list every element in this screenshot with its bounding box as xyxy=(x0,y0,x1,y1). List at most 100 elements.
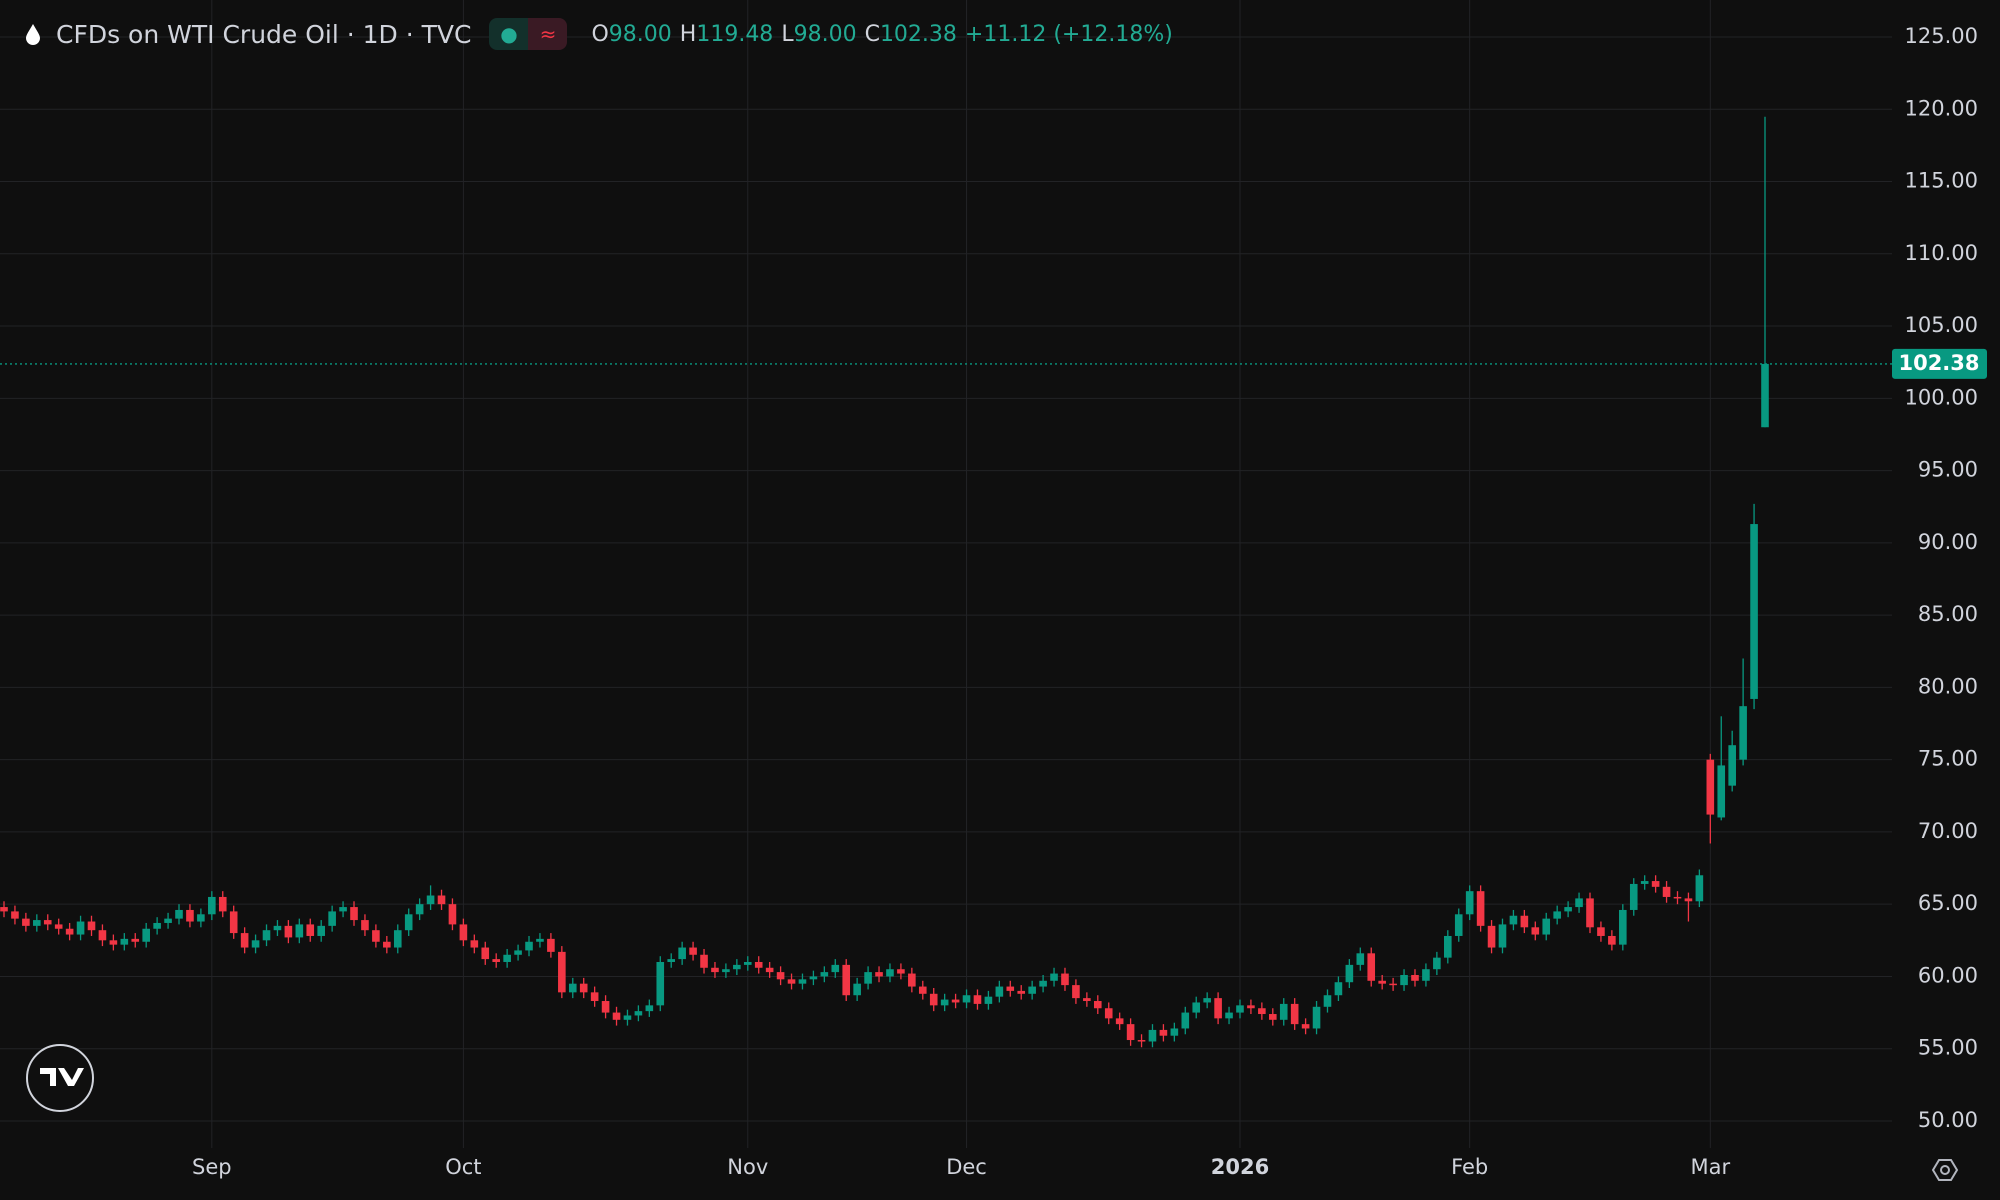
ohlc-value: 102.38 xyxy=(879,21,957,47)
candle-body xyxy=(1662,886,1671,897)
candle-body xyxy=(1629,883,1638,910)
candle-body xyxy=(492,959,501,962)
x-tick-label: Sep xyxy=(192,1155,232,1179)
candle-body xyxy=(612,1012,621,1020)
candle-body xyxy=(1061,973,1069,986)
candle-body xyxy=(568,983,577,993)
candle-body xyxy=(1356,953,1365,965)
candle-body xyxy=(864,972,872,984)
candle-body xyxy=(1115,1018,1124,1025)
candle-body xyxy=(1192,1002,1201,1013)
candle-body xyxy=(328,911,336,926)
candle-body xyxy=(853,983,861,996)
candle-body xyxy=(656,961,665,1006)
candle-body xyxy=(1159,1029,1168,1036)
tradingview-logo[interactable] xyxy=(26,1044,94,1112)
candle-body xyxy=(1334,982,1343,996)
candle-body xyxy=(1498,924,1507,948)
candle-body xyxy=(1400,974,1408,986)
candle-body xyxy=(1367,953,1376,981)
candle-body xyxy=(43,920,52,925)
y-tick-label: 60.00 xyxy=(1918,963,1978,987)
candle-body xyxy=(1093,1001,1102,1009)
candle-body xyxy=(186,909,194,922)
candle-body xyxy=(842,964,851,996)
candle-body xyxy=(929,993,938,1006)
candle-body xyxy=(251,940,260,948)
last-price-label: 102.38 xyxy=(1898,351,1979,375)
candle-body xyxy=(536,938,544,942)
ohlc-label: H xyxy=(679,21,697,47)
candle-body xyxy=(153,922,161,929)
candle-body xyxy=(831,964,840,973)
candle-body xyxy=(404,914,413,931)
candle-body xyxy=(131,938,140,942)
candle-body xyxy=(1750,524,1758,699)
y-tick-label: 115.00 xyxy=(1905,169,1978,193)
candle-body xyxy=(109,940,118,945)
candle-body xyxy=(1717,765,1726,818)
candle-body xyxy=(667,959,676,962)
candle-body xyxy=(175,909,183,919)
candle-body xyxy=(547,938,555,952)
candle-body xyxy=(1301,1024,1310,1029)
candle-body xyxy=(918,986,927,994)
candle-body xyxy=(481,947,490,960)
candle-body xyxy=(765,967,774,973)
candle-body xyxy=(240,933,249,948)
candle-body xyxy=(1247,1005,1255,1009)
candle-body xyxy=(98,930,107,941)
candle-body xyxy=(1739,706,1747,760)
candle-body xyxy=(733,964,741,970)
legend-header: CFDs on WTI Crude Oil · 1D · TVC ● ≈ O98.… xyxy=(24,16,1173,52)
ohlc-value: 98.00 xyxy=(608,21,672,47)
y-tick-label: 95.00 xyxy=(1918,458,1978,482)
candle-body xyxy=(558,951,566,993)
candle-body xyxy=(754,961,763,968)
candle-body xyxy=(875,972,883,977)
candle-body xyxy=(1575,898,1583,908)
candle-body xyxy=(1465,891,1474,915)
candle-body xyxy=(1706,759,1715,815)
candle-body xyxy=(317,925,325,936)
candle-body xyxy=(623,1015,632,1020)
candle-body xyxy=(1236,1005,1244,1013)
candle-body xyxy=(1203,998,1211,1003)
candle-body xyxy=(1017,990,1026,994)
candle-body xyxy=(33,920,41,926)
y-tick-label: 120.00 xyxy=(1905,96,1978,120)
candle-body xyxy=(437,895,446,905)
candle-body xyxy=(1028,986,1036,994)
settings-icon[interactable] xyxy=(1931,1159,1959,1181)
y-tick-label: 50.00 xyxy=(1918,1108,1978,1132)
candle-body xyxy=(1072,985,1080,999)
candle-body xyxy=(1214,998,1222,1019)
candle-body xyxy=(1137,1040,1146,1042)
ohlc-low: L98.00 xyxy=(781,22,856,47)
candle-body xyxy=(1411,974,1419,981)
candle-body xyxy=(525,941,533,951)
x-tick-label: Oct xyxy=(445,1155,481,1179)
candle-body xyxy=(973,995,982,1004)
candle-body xyxy=(1345,964,1354,983)
candle-body xyxy=(514,950,522,955)
candle-body xyxy=(164,918,172,923)
candle-body xyxy=(1126,1024,1135,1041)
y-tick-label: 110.00 xyxy=(1905,241,1978,265)
y-tick-label: 85.00 xyxy=(1918,602,1978,626)
candle-body xyxy=(229,911,238,934)
candle-body xyxy=(1444,935,1452,958)
ohlc-close: C102.38 xyxy=(865,22,957,47)
symbol-title[interactable]: CFDs on WTI Crude Oil · 1D · TVC xyxy=(56,19,472,49)
status-pill[interactable]: ● ≈ xyxy=(489,18,568,50)
candle-body xyxy=(1312,1006,1321,1029)
x-tick-label: Nov xyxy=(727,1155,768,1179)
candle-body xyxy=(1564,907,1572,912)
candle-body xyxy=(197,914,205,922)
y-tick-label: 75.00 xyxy=(1918,747,1978,771)
candle-body xyxy=(262,930,271,941)
candle-body xyxy=(284,925,293,938)
candle-body xyxy=(1290,1003,1299,1025)
candle-body xyxy=(1454,914,1463,936)
ohlc-value: 119.48 xyxy=(696,21,774,47)
